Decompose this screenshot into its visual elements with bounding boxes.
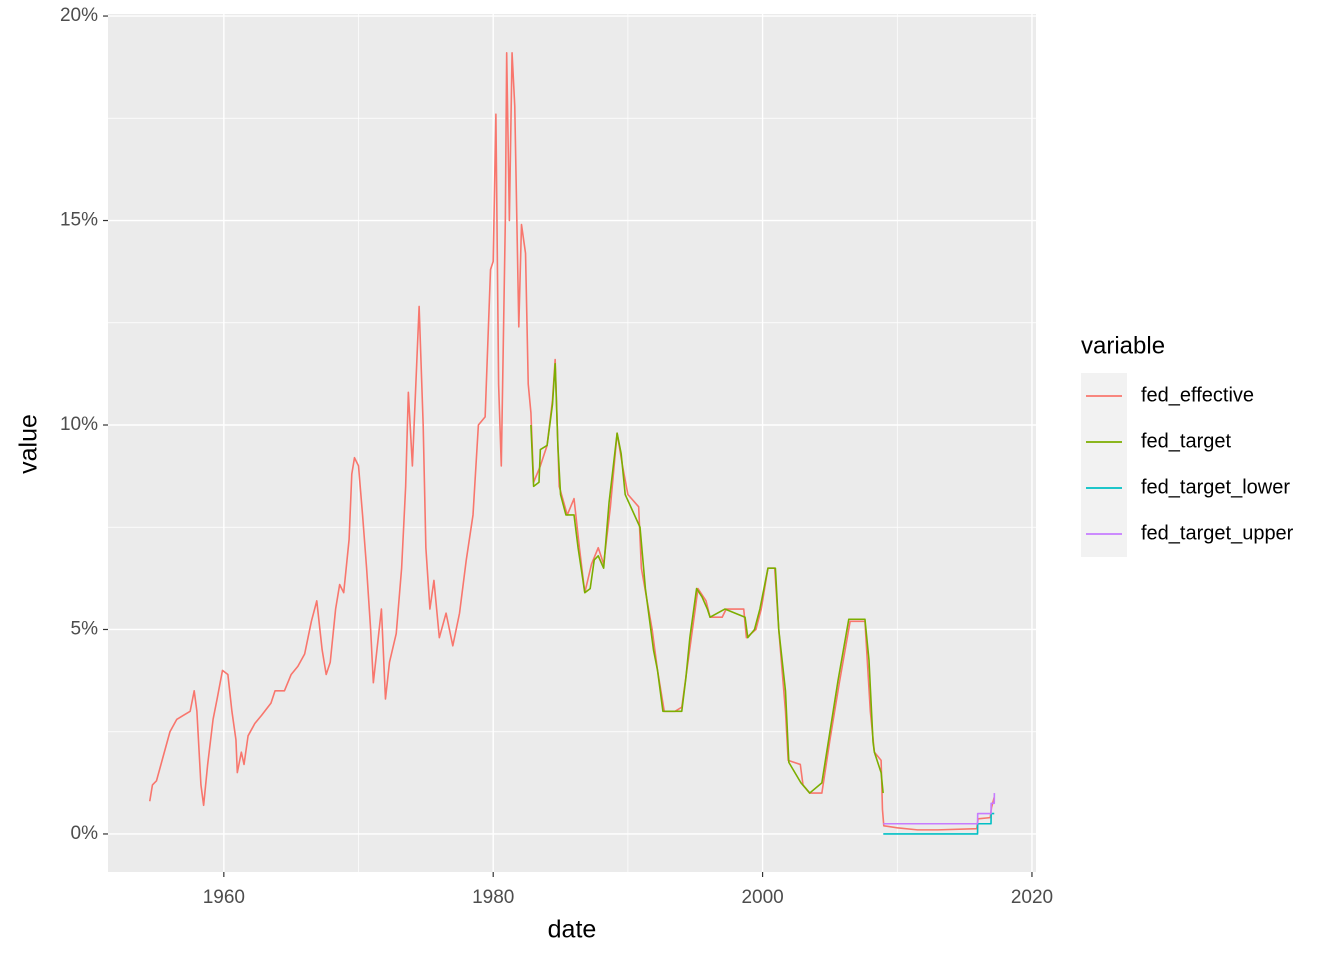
x-axis-title: date	[548, 916, 597, 944]
panel	[108, 14, 1036, 872]
grid	[108, 14, 1036, 872]
x-tick-label: 2020	[1011, 887, 1053, 908]
series-line	[530, 362, 884, 794]
x-tick-label: 1960	[203, 887, 245, 908]
y-axis-title: value	[15, 414, 43, 474]
lines	[148, 52, 996, 835]
legend: fed_effective fed_target fed_target_lowerf…	[1081, 373, 1294, 557]
legend-label: fed_effective	[1141, 384, 1254, 406]
legend-label: fed_target	[1141, 430, 1232, 452]
y-tick-label: 5%	[71, 619, 99, 640]
legend-label: fed_target_upper	[1141, 522, 1294, 544]
x-tick-label: 2000	[741, 887, 783, 908]
y-tick-label: 15%	[60, 210, 98, 231]
legend-label: fed_target_lower	[1141, 476, 1290, 498]
y-tick-label: 10%	[60, 414, 98, 435]
y-tick-label: 0%	[71, 823, 99, 844]
legend-title: variable	[1081, 332, 1165, 359]
x-tick-label: 1980	[472, 887, 514, 908]
axes: 0% 5% 10% 15% 20% 1960 1980 2000 2020	[60, 5, 1053, 908]
y-tick-label: 20%	[60, 5, 98, 26]
series-line	[883, 793, 996, 825]
